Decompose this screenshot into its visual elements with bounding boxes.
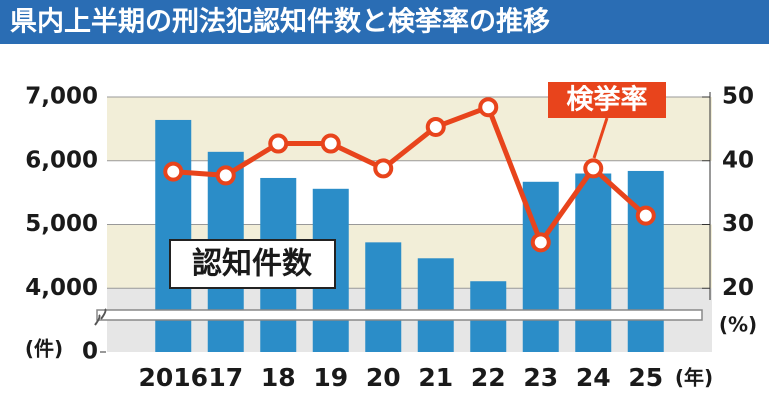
y-tick-label: 5,000 xyxy=(25,211,98,237)
rate-marker xyxy=(530,232,551,253)
rate-marker xyxy=(215,165,236,186)
rate-marker xyxy=(583,158,604,179)
x-tick-label: 17 xyxy=(208,363,243,392)
title-bar xyxy=(0,0,769,44)
bar xyxy=(365,242,402,352)
x-tick-label: 21 xyxy=(418,363,453,392)
chart-title: 県内上半期の刑法犯認知件数と検挙率の推移 xyxy=(10,6,550,38)
legend-box xyxy=(169,239,336,289)
legend-pointer xyxy=(592,117,609,159)
axis-break xyxy=(96,309,703,321)
x-tick-label: 19 xyxy=(313,363,348,392)
y2-tick-label: 50 xyxy=(722,84,754,110)
rate-marker xyxy=(320,133,341,154)
rate-marker xyxy=(268,133,289,154)
x-tick-label: 20 xyxy=(366,363,401,392)
x-tick-label: 18 xyxy=(261,363,296,392)
y2-unit: (%) xyxy=(719,313,757,337)
rate-marker xyxy=(163,161,184,182)
x-unit: (年) xyxy=(675,366,713,390)
rate-marker xyxy=(373,158,394,179)
y2-tick-label: 30 xyxy=(722,211,754,237)
bar xyxy=(627,170,664,352)
x-tick-label: 22 xyxy=(471,363,506,392)
legend-label: 認知件数 xyxy=(192,247,313,282)
y-unit: (件) xyxy=(25,337,63,361)
rate-line xyxy=(173,103,648,248)
legend-label: 検挙率 xyxy=(567,84,648,116)
y2-tick-label: 20 xyxy=(722,275,754,301)
x-tick-label: 2016 xyxy=(138,363,208,392)
rate-marker xyxy=(635,205,656,226)
bar xyxy=(417,258,454,352)
y-tick-label: 0 xyxy=(82,339,98,365)
y-tick-label: 7,000 xyxy=(25,84,98,110)
y2-tick-label: 40 xyxy=(722,147,754,173)
legend-box xyxy=(548,82,666,118)
axis-break-mark xyxy=(94,308,107,326)
y-tick-label: 4,000 xyxy=(25,275,98,301)
bar xyxy=(575,173,612,352)
rate-marker xyxy=(425,116,446,137)
rate-marker xyxy=(478,97,499,118)
x-tick-label: 23 xyxy=(523,363,558,392)
x-tick-label: 24 xyxy=(576,363,611,392)
y-tick-label: 6,000 xyxy=(25,147,98,173)
x-tick-label: 25 xyxy=(628,363,663,392)
